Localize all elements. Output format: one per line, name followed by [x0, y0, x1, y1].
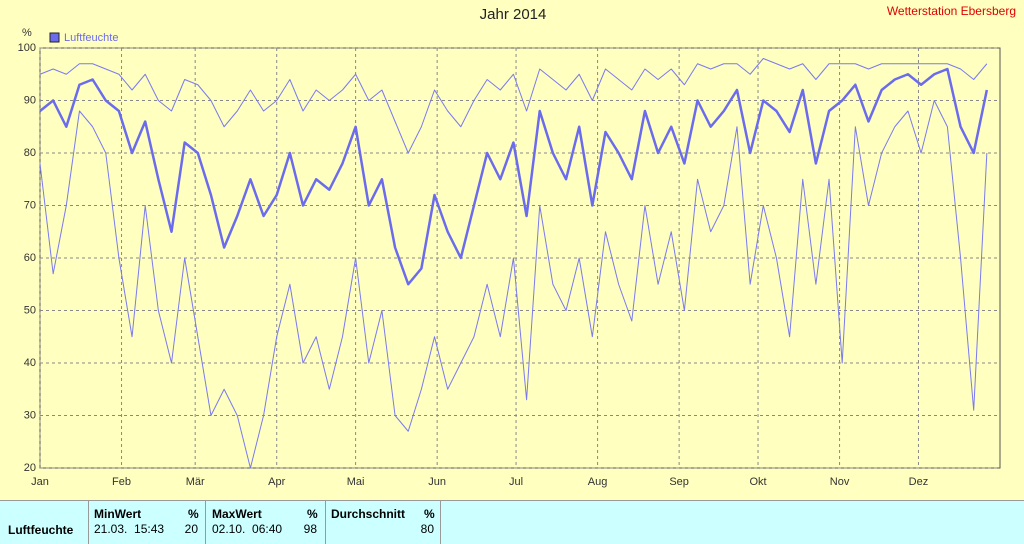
y-tick-label: 20 — [24, 462, 36, 474]
legend-label: Luftfeuchte — [64, 32, 118, 44]
cell: 21.03. 15:43 — [94, 522, 165, 536]
y-tick-label: 40 — [24, 357, 36, 369]
series-line — [39, 100, 988, 469]
y-tick-label: 60 — [24, 252, 36, 264]
cell: 02.10. 06:40 — [212, 522, 283, 536]
table-header: Durchschnitt — [331, 507, 406, 521]
x-tick-label: Mär — [186, 476, 205, 488]
cell: 98 — [303, 522, 317, 536]
table-header: MinWert — [94, 507, 142, 521]
x-tick-label: Okt — [749, 476, 766, 488]
x-tick-label: Jan — [31, 476, 49, 488]
y-tick-label: 100 — [18, 42, 36, 54]
x-tick-label: Jun — [428, 476, 446, 488]
series-line — [39, 67, 989, 286]
table-header: % — [188, 507, 199, 521]
cell: 20 — [184, 522, 198, 536]
x-tick-label: Aug — [588, 476, 608, 488]
table-col — [0, 501, 89, 544]
y-tick-label: 30 — [24, 409, 36, 421]
x-tick-label: Feb — [112, 476, 131, 488]
y-tick-label: 90 — [24, 94, 36, 106]
y-tick-label: 50 — [24, 304, 36, 316]
x-tick-label: Nov — [830, 476, 850, 488]
chart-title: Jahr 2014 — [480, 6, 547, 23]
table-header: % — [307, 507, 318, 521]
cell: 80 — [420, 522, 434, 536]
chart: Jahr 2014 Wetterstation Ebersberg % Luft… — [18, 4, 1016, 488]
stats-table: MinWert % MaxWert % Durchschnitt % Luftf… — [0, 500, 1024, 544]
table-header: MaxWert — [212, 507, 262, 521]
table-col — [326, 501, 441, 544]
x-tick-label: Apr — [268, 476, 285, 488]
table-col — [88, 501, 206, 544]
x-tick-label: Jul — [509, 476, 523, 488]
y-tick-label: 70 — [24, 199, 36, 211]
legend-swatch — [49, 32, 60, 43]
x-tick-label: Mai — [347, 476, 365, 488]
y-tick-label: 80 — [24, 147, 36, 159]
row-label: Luftfeuchte — [8, 523, 74, 537]
x-tick-label: Sep — [669, 476, 689, 488]
table-header: % — [424, 507, 435, 521]
x-tick-label: Dez — [909, 476, 929, 488]
station-label: Wetterstation Ebersberg — [887, 4, 1016, 18]
series-line — [39, 58, 988, 154]
table-col — [206, 501, 326, 544]
y-unit: % — [22, 27, 32, 39]
